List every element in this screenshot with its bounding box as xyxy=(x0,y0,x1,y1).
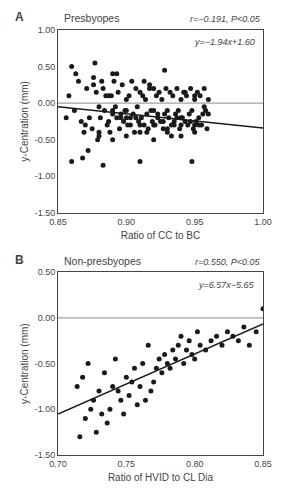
svg-text:0.95: 0.95 xyxy=(186,217,204,227)
svg-text:0.75: 0.75 xyxy=(118,459,136,469)
svg-text:r=0.550, P<0.05: r=0.550, P<0.05 xyxy=(195,257,261,267)
svg-text:Ratio of CC to BC: Ratio of CC to BC xyxy=(121,230,200,241)
svg-text:Presbyopes: Presbyopes xyxy=(64,12,119,24)
svg-text:0.00: 0.00 xyxy=(38,313,56,323)
svg-text:r=−0.191, P<0.05: r=−0.191, P<0.05 xyxy=(190,14,261,24)
svg-text:0.70: 0.70 xyxy=(49,459,67,469)
svg-text:Non-presbyopes: Non-presbyopes xyxy=(64,255,141,267)
svg-text:y=6.57x−5.65: y=6.57x−5.65 xyxy=(198,280,255,290)
svg-text:Ratio of HVID to CL Dia: Ratio of HVID to CL Dia xyxy=(108,472,214,483)
svg-text:0.90: 0.90 xyxy=(118,217,136,227)
svg-text:-1.50: -1.50 xyxy=(35,208,56,218)
svg-text:B: B xyxy=(15,253,24,267)
svg-text:-1.50: -1.50 xyxy=(35,450,56,460)
svg-text:y=−1.94x+1.60: y=−1.94x+1.60 xyxy=(194,37,255,47)
svg-text:0.50: 0.50 xyxy=(38,267,56,277)
svg-text:0.85: 0.85 xyxy=(254,459,272,469)
svg-text:A: A xyxy=(15,10,24,24)
svg-text:1.00: 1.00 xyxy=(38,25,56,35)
svg-text:0.85: 0.85 xyxy=(49,217,67,227)
svg-text:-1.00: -1.00 xyxy=(35,404,56,414)
svg-text:-1.00: -1.00 xyxy=(35,171,56,181)
svg-text:-0.50: -0.50 xyxy=(35,359,56,369)
svg-text:0.50: 0.50 xyxy=(38,62,56,72)
svg-text:0.00: 0.00 xyxy=(38,98,56,108)
svg-text:-0.50: -0.50 xyxy=(35,135,56,145)
svg-text:1.00: 1.00 xyxy=(254,217,272,227)
svg-text:0.80: 0.80 xyxy=(186,459,204,469)
svg-text:y-Centration (mm): y-Centration (mm) xyxy=(19,323,30,404)
svg-text:y-Centration (mm): y-Centration (mm) xyxy=(19,81,30,162)
